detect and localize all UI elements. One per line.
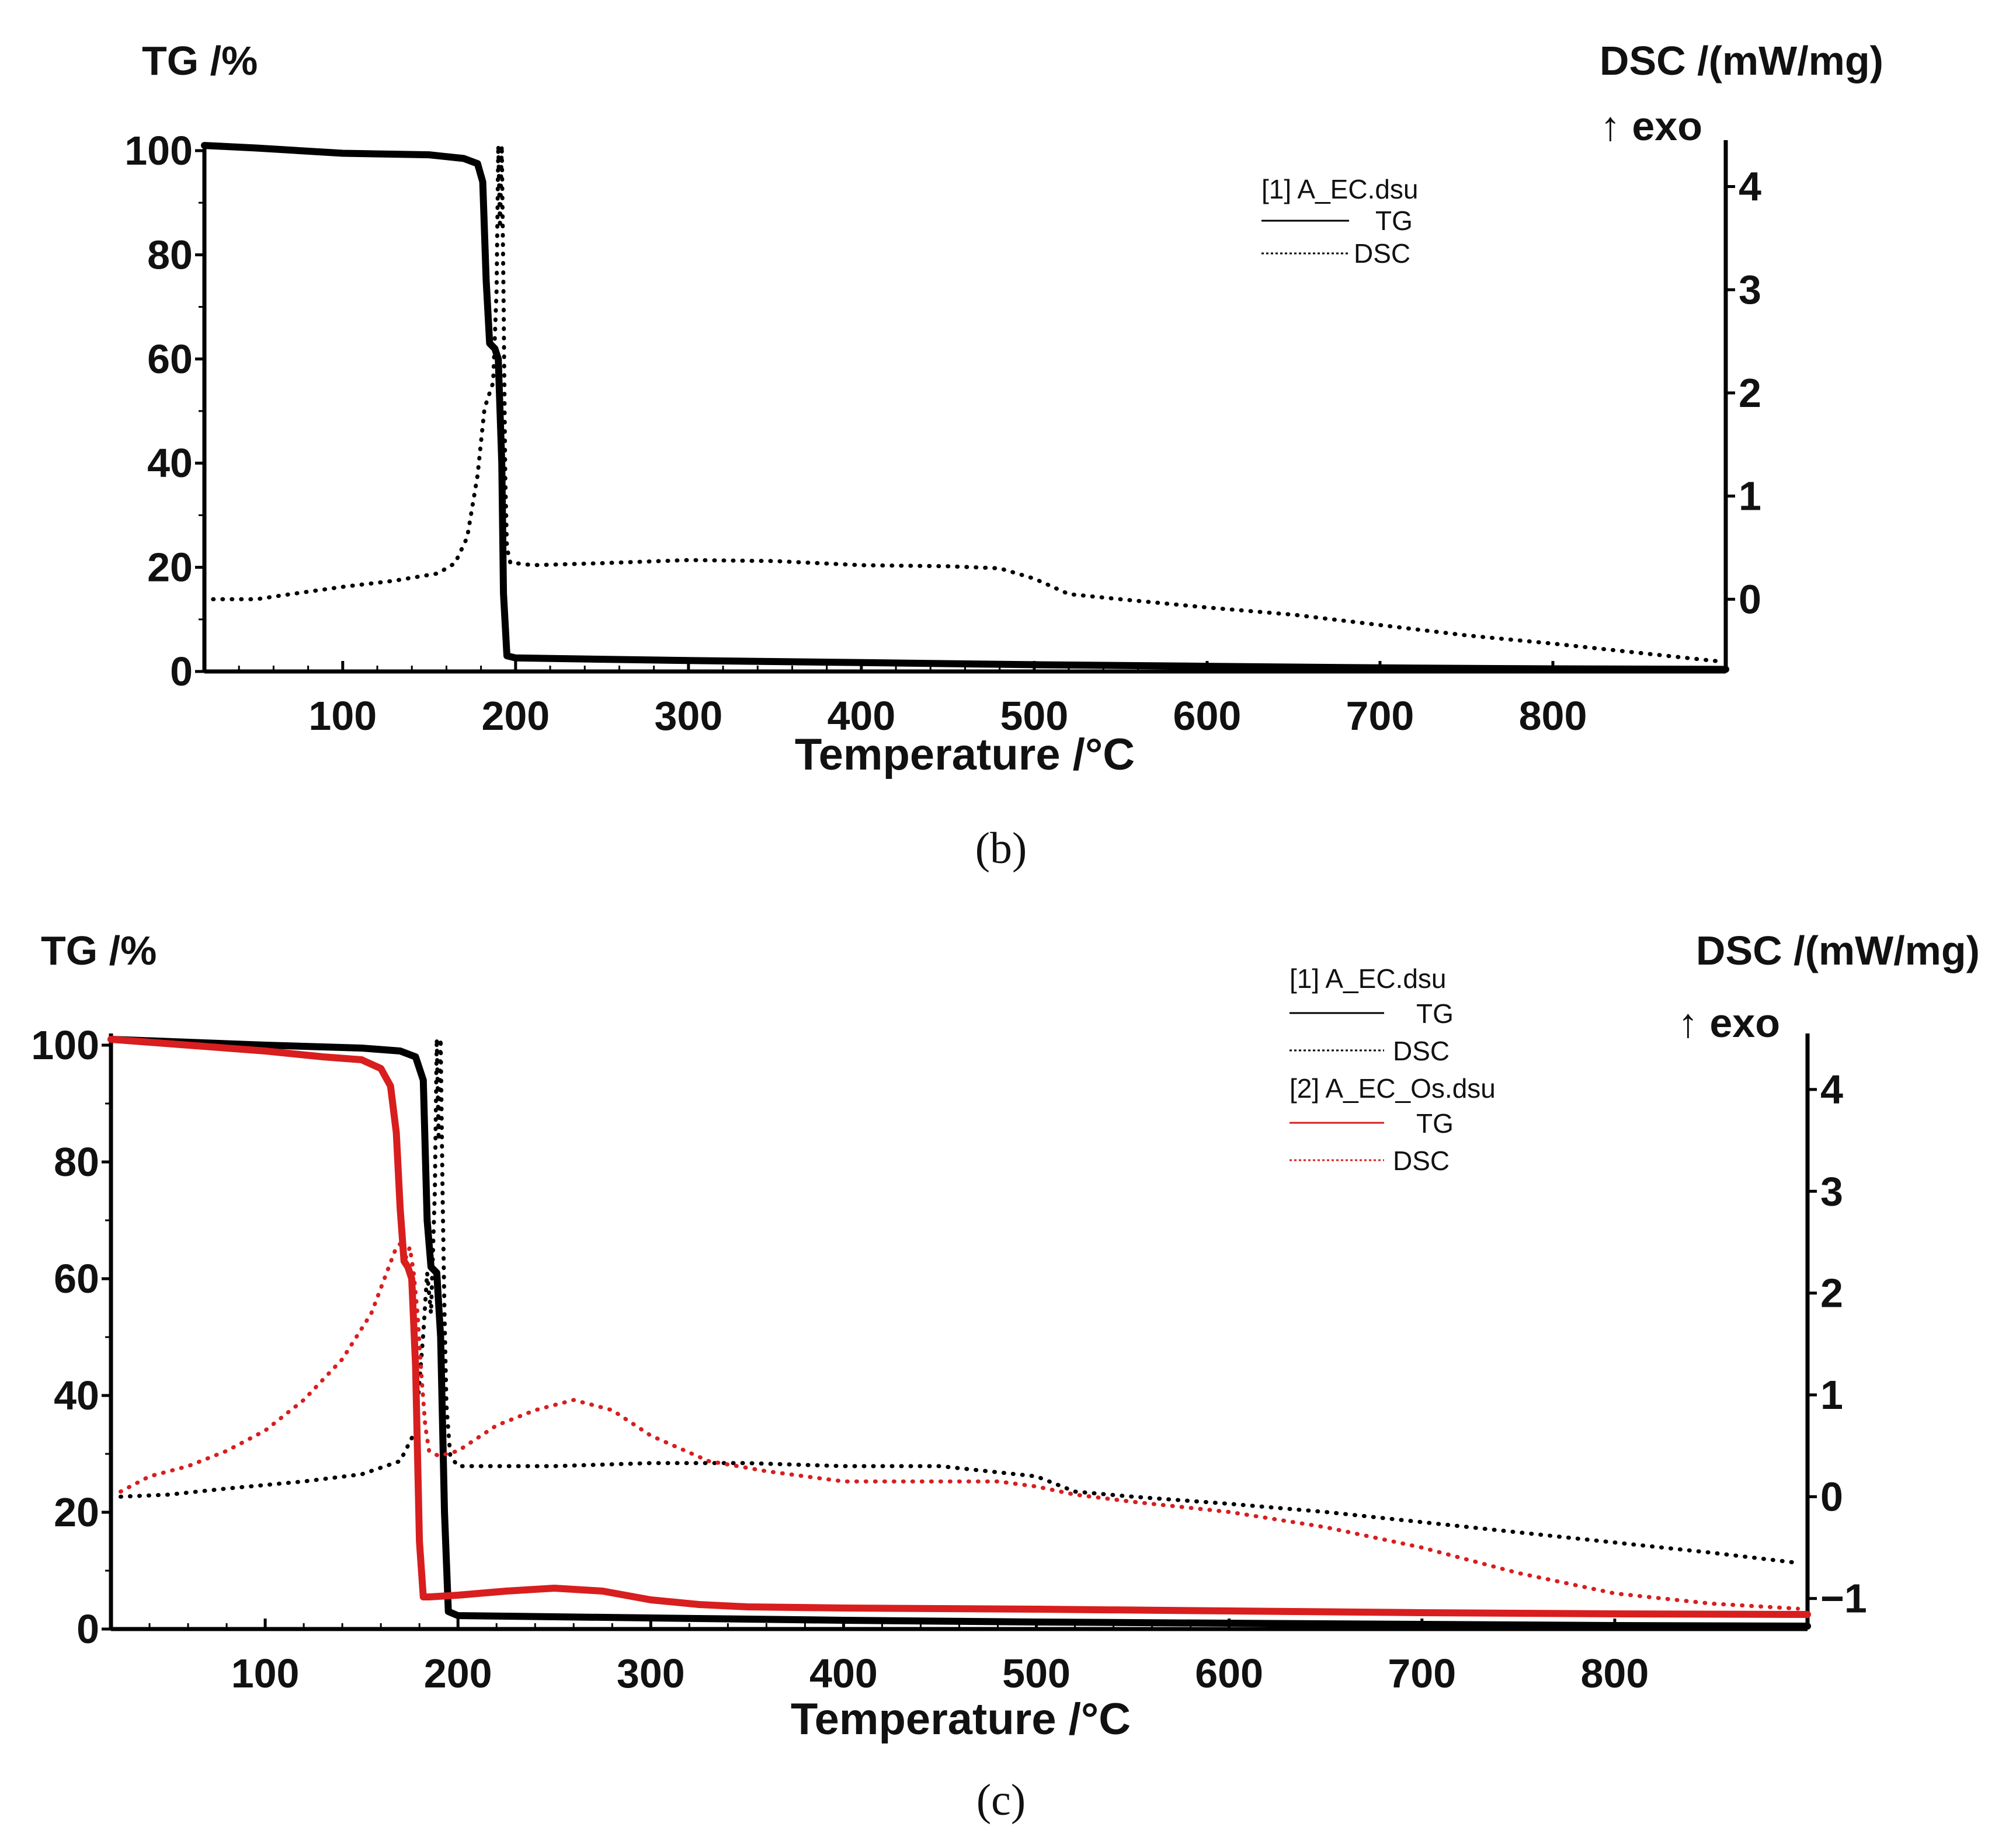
legend-tg-label-1: TG (1416, 998, 1454, 1029)
x-tick-label: 600 (1173, 693, 1242, 739)
dsc-curve-os (119, 1240, 1800, 1611)
right-y-tick-label: 1 (1739, 474, 1761, 519)
right-axis-title: DSC /(mW/mg) (1600, 38, 1883, 83)
legend-tg-label: TG (1375, 206, 1413, 236)
left-y-tick-label: 20 (54, 1489, 99, 1535)
x-tick-label: 500 (1000, 693, 1069, 739)
legend-tg-label-2: TG (1416, 1108, 1454, 1139)
right-y-ticks: 0 1 2 3 4 (1726, 164, 1761, 622)
x-tick-label: 800 (1519, 693, 1587, 739)
series-group (107, 1036, 1811, 1630)
left-y-ticks: 0 20 40 60 80 100 (124, 128, 204, 694)
series-group (201, 142, 1729, 673)
x-axis-title: Temperature /°C (795, 730, 1135, 779)
right-y-tick-label: 3 (1739, 267, 1761, 312)
panel-label-c: (c) (976, 1776, 1026, 1825)
chart-panel-b: TG /% DSC /(mW/mg) ↑ exo 100 200 300 400 500… (124, 38, 1883, 873)
right-y-tick-label: 4 (1739, 164, 1761, 210)
x-tick-label: 100 (308, 693, 377, 739)
x-tick-label: 700 (1346, 693, 1414, 739)
x-tick-label: 300 (617, 1651, 685, 1696)
left-y-tick-label: 20 (147, 545, 193, 590)
right-y-tick-label: 3 (1820, 1168, 1843, 1214)
legend-file-1: [1] A_EC.dsu (1290, 963, 1447, 994)
x-tick-label: 700 (1388, 1651, 1456, 1696)
left-axis-title: TG /% (41, 928, 157, 973)
right-y-ticks: −1 0 1 2 3 4 (1808, 1067, 1867, 1621)
left-y-tick-label: 100 (31, 1022, 99, 1068)
exo-indicator: ↑ exo (1600, 103, 1702, 149)
chart-panel-c: TG /% DSC /(mW/mg) ↑ exo 100 200 300 400 500… (31, 928, 1980, 1825)
right-y-tick-label: 1 (1820, 1372, 1843, 1418)
left-y-tick-label: 80 (54, 1139, 99, 1185)
left-y-tick-label: 40 (147, 440, 193, 486)
left-y-tick-label: 0 (170, 649, 193, 694)
legend-file: [1] A_EC.dsu (1261, 174, 1419, 204)
legend-file-2: [2] A_EC_Os.dsu (1290, 1073, 1496, 1104)
x-ticks: 100 200 300 400 500 600 700 800 (308, 661, 1587, 739)
x-tick-label: 500 (1002, 1651, 1070, 1696)
legend: [1] A_EC.dsu TG DSC (1261, 174, 1419, 269)
right-axis-title: DSC /(mW/mg) (1696, 928, 1980, 973)
legend-dsc-label-1: DSC (1393, 1036, 1450, 1066)
right-y-tick-label: 4 (1820, 1067, 1843, 1112)
left-y-tick-label: 80 (147, 232, 193, 277)
left-y-tick-label: 40 (54, 1373, 99, 1418)
x-tick-label: 200 (424, 1651, 492, 1696)
left-y-tick-label: 100 (124, 128, 193, 173)
legend-dsc-label: DSC (1354, 238, 1410, 269)
left-axis-title: TG /% (142, 38, 258, 83)
left-y-tick-label: 60 (54, 1256, 99, 1301)
left-y-tick-label: 60 (147, 336, 193, 382)
x-axis-title: Temperature /°C (791, 1694, 1131, 1744)
x-tick-label: 800 (1580, 1651, 1649, 1696)
tg-curve-ec (107, 1036, 1811, 1630)
right-y-tick-label: 0 (1739, 576, 1761, 622)
right-y-tick-label: 2 (1739, 370, 1761, 416)
dsc-curve-ec (119, 1036, 1800, 1565)
tg-curve-ec (201, 142, 1729, 673)
exo-indicator: ↑ exo (1678, 1000, 1780, 1046)
legend: [1] A_EC.dsu TG DSC [2] A_EC_Os.dsu TG D… (1290, 963, 1496, 1176)
x-tick-label: 200 (481, 693, 550, 739)
right-y-tick-label: 2 (1820, 1271, 1843, 1316)
x-tick-label: 300 (654, 693, 722, 739)
x-tick-label: 400 (827, 693, 895, 739)
x-tick-label: 400 (809, 1651, 878, 1696)
legend-dsc-label-2: DSC (1393, 1146, 1450, 1176)
dsc-curve-ec (211, 143, 1719, 663)
right-y-tick-label: −1 (1820, 1576, 1867, 1621)
panel-label-b: (b) (975, 824, 1027, 873)
x-tick-label: 100 (231, 1651, 300, 1696)
x-ticks: 100 200 300 400 500 600 700 800 (231, 1619, 1649, 1696)
tg-curve-os (107, 1036, 1811, 1618)
left-y-tick-label: 0 (77, 1606, 99, 1652)
right-y-tick-label: 0 (1820, 1474, 1843, 1519)
left-y-ticks: 0 20 40 60 80 100 (31, 1022, 111, 1652)
x-tick-label: 600 (1195, 1651, 1263, 1696)
